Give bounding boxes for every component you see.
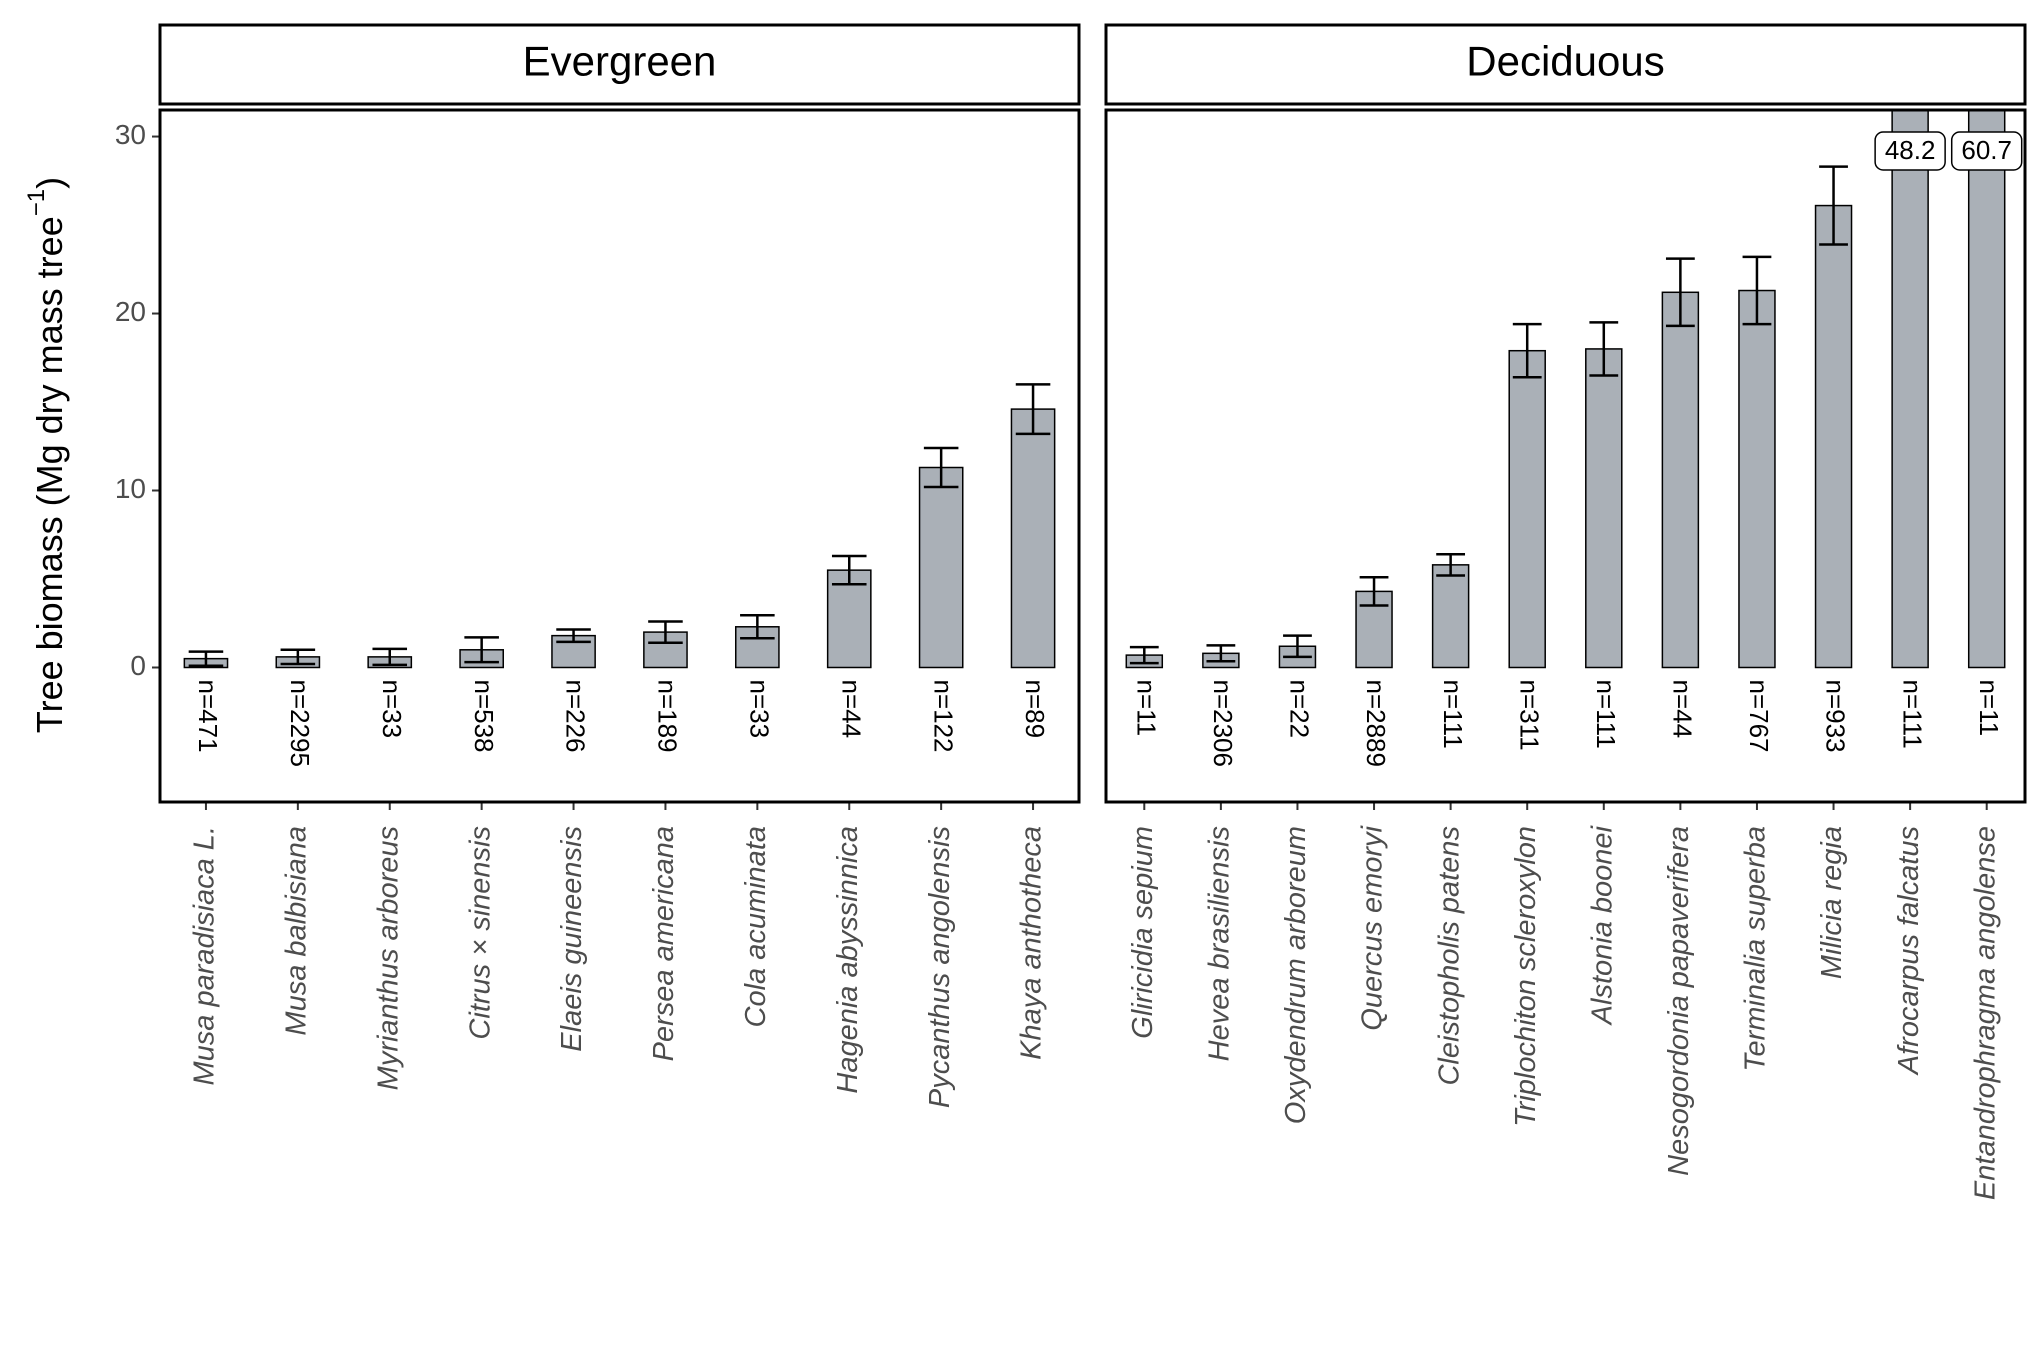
facet-title: Evergreen (523, 38, 717, 85)
x-tick-label: Afrocarpus falcatus (1893, 826, 1925, 1076)
bar (1891, 110, 1929, 669)
bar (1010, 408, 1056, 669)
x-tick-label: Nesogordonia papaverifera (1663, 826, 1695, 1176)
y-tick-label: 30 (115, 119, 146, 150)
bar (1814, 204, 1853, 669)
x-tick-label: Khaya anthotheca (1016, 826, 1048, 1060)
sample-size: n=2889 (1361, 679, 1391, 766)
x-tick-label: Alstonia boonei (1586, 824, 1618, 1026)
x-tick-label: Gliricidia sepium (1127, 826, 1159, 1039)
x-tick-label: Triplochiton scleroxylon (1510, 826, 1542, 1127)
sample-size: n=11 (1974, 679, 2004, 736)
value-label: 48.2 (1885, 135, 1936, 165)
bar (1967, 110, 2006, 669)
facet-title: Deciduous (1466, 38, 1664, 85)
x-tick-label: Cola acuminata (740, 826, 772, 1028)
panel-border (1104, 108, 2027, 804)
sample-size: n=767 (1744, 679, 1774, 752)
y-tick-label: 0 (130, 650, 146, 681)
panel-border (158, 108, 1081, 804)
sample-size: n=111 (1438, 679, 1468, 748)
x-tick-label: Persea americana (648, 826, 680, 1061)
y-tick-label: 20 (115, 296, 146, 327)
x-tick-label: Hagenia abyssinnica (832, 826, 864, 1094)
bar (1508, 349, 1546, 669)
plot-area (1125, 110, 2006, 669)
sample-size: n=311 (1514, 679, 1544, 750)
bar (1431, 564, 1470, 669)
facet-strip (1104, 23, 2027, 106)
sample-size: n=538 (469, 679, 499, 752)
bar (1661, 291, 1700, 669)
y-axis-label: Tree biomass (Mg dry mass tree−1) (23, 177, 69, 733)
sample-size: n=33 (377, 679, 407, 738)
bar (1585, 348, 1623, 669)
sample-size: n=933 (1821, 679, 1851, 752)
facet-strip (158, 23, 1081, 106)
y-label-end: ) (29, 177, 70, 189)
bar (1738, 289, 1776, 669)
x-tick-label: Pycanthus angolensis (924, 826, 956, 1108)
sample-size: n=2306 (1208, 679, 1238, 766)
sample-size: n=22 (1285, 679, 1315, 738)
value-label: 60.7 (1961, 135, 2012, 165)
bar (826, 569, 872, 669)
sample-size: n=44 (836, 679, 866, 738)
x-tick-label: Musa paradisiaca L. (189, 826, 221, 1086)
x-tick-label: Musa balbisiana (281, 826, 313, 1036)
value-label-box (1874, 131, 1946, 171)
sample-size: n=122 (928, 679, 958, 752)
x-tick-label: Milicia regia (1816, 826, 1848, 979)
x-tick-label: Elaeis guineensis (556, 826, 588, 1052)
sample-size: n=111 (1591, 679, 1621, 748)
x-tick-label: Terminalia superba (1740, 826, 1772, 1072)
bar (918, 466, 964, 669)
plot-area (183, 383, 1056, 669)
x-tick-label: Cleistopholis patens (1433, 826, 1465, 1086)
sample-size: n=11 (1131, 679, 1161, 736)
x-tick-label: Oxydendrum arboreum (1280, 826, 1312, 1124)
sample-size: n=226 (561, 679, 591, 752)
x-tick-label: Quercus emoryi (1357, 824, 1389, 1030)
x-tick-label: Hevea brasiliensis (1204, 826, 1236, 1061)
value-label-box (1950, 131, 2023, 171)
y-tick-label: 10 (115, 473, 146, 504)
x-tick-label: Entandrophragma angolense (1969, 826, 2001, 1200)
sample-size: n=33 (744, 679, 774, 738)
x-tick-label: Citrus × sinensis (464, 826, 496, 1040)
sample-size: n=44 (1668, 679, 1698, 738)
sample-size: n=189 (653, 679, 683, 752)
sample-size: n=471 (193, 679, 223, 752)
sample-size: n=111 (1897, 679, 1927, 748)
y-label-sup: −1 (23, 189, 50, 216)
x-tick-label: Myrianthus arboreus (372, 826, 404, 1090)
sample-size: n=89 (1020, 679, 1050, 738)
y-label-main: Tree biomass (Mg dry mass tree (29, 216, 70, 733)
sample-size: n=2295 (285, 679, 315, 766)
